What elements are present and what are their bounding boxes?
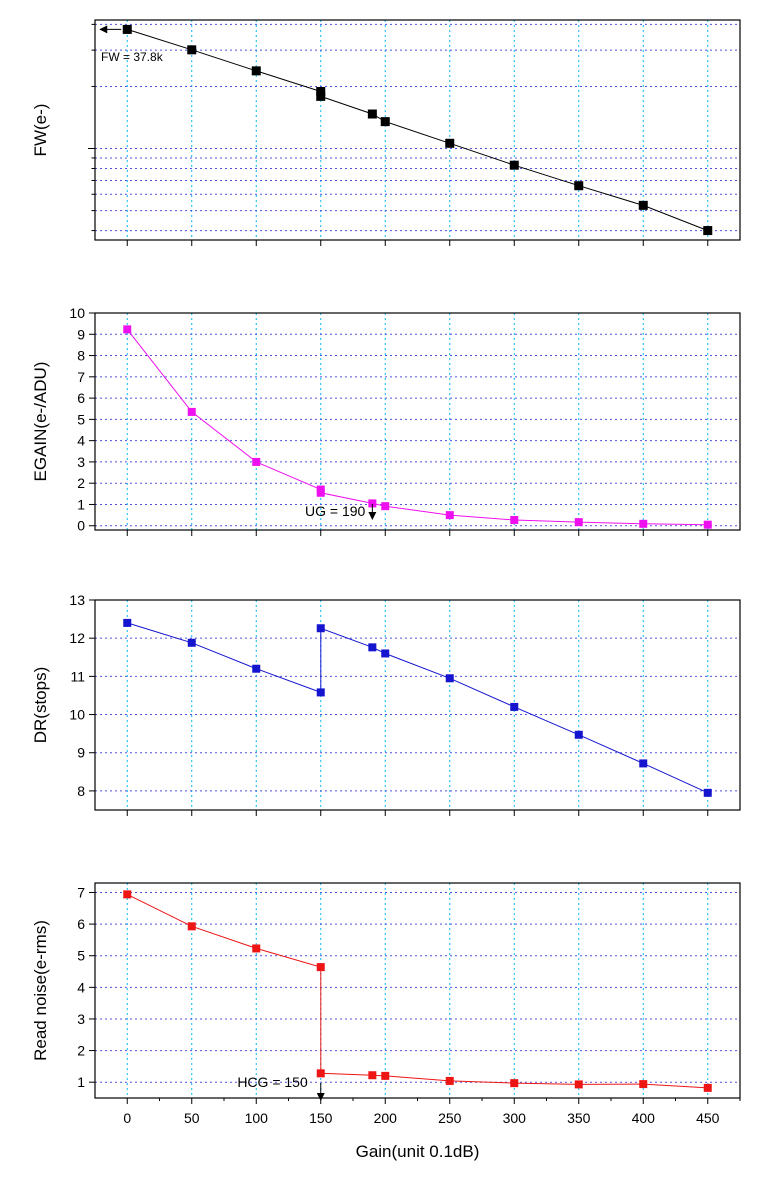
data-point-p2-7	[445, 511, 454, 520]
data-point-p1-11	[703, 226, 713, 236]
y-tick-label-p3-0: 8	[77, 783, 85, 799]
data-point-p2-11	[703, 520, 712, 529]
data-point-p3-11	[703, 788, 712, 797]
data-point-p3-3	[316, 688, 325, 697]
plot-frame-2	[94, 312, 741, 531]
data-point-p1-1	[187, 45, 197, 55]
data-point-p2-1	[187, 407, 196, 416]
data-point-p4-4	[316, 1069, 325, 1078]
series-line-p4	[127, 893, 708, 1089]
data-point-p4-8	[510, 1079, 519, 1088]
y-tick-label-p4-0: 1	[77, 1074, 85, 1090]
y-tick-label-p4-6: 7	[77, 884, 85, 900]
y-tick-label-p2-0: 0	[77, 518, 85, 534]
y-tick-label-p2-4: 4	[77, 433, 85, 449]
x-tick-label-5: 250	[438, 1110, 462, 1126]
data-point-p4-7	[445, 1076, 454, 1085]
x-axis-label: Gain(unit 0.1dB)	[356, 1142, 480, 1161]
y-axis-label-p3: DR(stops)	[31, 667, 50, 744]
x-tick-label-7: 350	[567, 1110, 591, 1126]
series-line-p3	[127, 622, 709, 794]
x-tick-label-9: 450	[696, 1110, 720, 1126]
data-point-p2-10	[639, 519, 648, 528]
y-tick-label-p2-6: 6	[77, 390, 85, 406]
data-point-p1-5	[367, 109, 377, 119]
y-axis-label-p2: EGAIN(e-/ADU)	[31, 362, 50, 482]
data-point-p3-7	[445, 674, 454, 683]
data-point-p3-8	[510, 702, 519, 711]
y-tick-label-p3-4: 12	[69, 630, 85, 646]
data-point-p1-3	[316, 87, 326, 97]
y-tick-label-p2-9: 9	[77, 326, 85, 342]
data-point-p1-9	[574, 181, 584, 191]
x-tick-label-0: 0	[123, 1110, 131, 1126]
y-axis-label-p4: Read noise(e-rms)	[31, 920, 50, 1061]
plot-frame-4	[94, 882, 741, 1099]
x-tick-label-6: 300	[503, 1110, 527, 1126]
data-point-p1-10	[638, 200, 648, 210]
series-line-p1	[127, 28, 708, 232]
y-tick-label-p4-3: 4	[77, 979, 85, 995]
y-tick-label-p2-1: 1	[77, 496, 85, 512]
y-axis-label-p1: FW(e-)	[31, 104, 50, 157]
data-point-p1-2	[251, 66, 261, 76]
data-point-p2-5	[368, 499, 377, 508]
data-point-p3-1	[187, 638, 196, 647]
plot-frame-1	[94, 19, 741, 241]
y-tick-label-p2-2: 2	[77, 475, 85, 491]
data-point-p3-5	[368, 643, 377, 652]
annotation-fw-label: FW = 37.8k	[101, 50, 164, 64]
y-tick-label-p3-5: 13	[69, 592, 85, 608]
data-point-p4-9	[574, 1080, 583, 1089]
data-point-p4-2	[252, 944, 261, 953]
x-tick-label-8: 400	[632, 1110, 656, 1126]
data-point-p2-0	[123, 325, 132, 334]
y-tick-label-p3-3: 11	[70, 668, 85, 684]
data-point-p3-6	[381, 649, 390, 658]
y-tick-label-p3-2: 10	[69, 707, 85, 723]
plot-frame-3	[94, 599, 741, 811]
y-tick-label-p3-1: 9	[77, 745, 85, 761]
x-tick-label-3: 150	[309, 1110, 333, 1126]
data-point-p1-7	[445, 138, 455, 148]
data-point-p1-6	[380, 117, 390, 127]
y-tick-label-p2-8: 8	[77, 348, 85, 364]
data-point-p2-8	[510, 516, 519, 525]
y-tick-label-p2-10: 10	[69, 305, 85, 321]
annotation-ug-label: UG = 190	[305, 503, 366, 519]
data-point-p4-11	[703, 1083, 712, 1092]
data-point-p3-9	[574, 730, 583, 739]
y-tick-label-p2-5: 5	[77, 411, 85, 427]
data-point-p4-0	[123, 890, 132, 899]
y-tick-label-p4-4: 5	[77, 948, 85, 964]
data-point-p2-6	[381, 502, 390, 511]
data-point-p4-5	[368, 1071, 377, 1080]
data-point-p1-4	[316, 91, 326, 101]
data-point-p4-10	[639, 1080, 648, 1089]
series-line-p2	[126, 329, 708, 526]
y-tick-label-p4-1: 2	[77, 1043, 85, 1059]
data-point-p2-2	[252, 457, 261, 466]
data-point-p4-1	[187, 922, 196, 931]
x-tick-label-2: 100	[245, 1110, 269, 1126]
x-tick-label-4: 200	[374, 1110, 398, 1126]
data-point-p2-4	[316, 488, 325, 497]
data-point-p3-2	[252, 664, 261, 673]
y-tick-label-p4-2: 3	[77, 1011, 85, 1027]
y-tick-label-p4-5: 6	[77, 916, 85, 932]
data-point-p4-6	[381, 1071, 390, 1080]
data-point-p3-0	[123, 618, 132, 627]
y-tick-label-p2-3: 3	[77, 454, 85, 470]
data-point-p2-9	[574, 518, 583, 527]
annotation-hcg-label: HCG = 150	[237, 1074, 308, 1090]
x-tick-label-1: 50	[184, 1110, 200, 1126]
data-point-p1-8	[509, 160, 519, 170]
data-point-p3-10	[639, 759, 648, 768]
y-tick-label-p2-7: 7	[77, 369, 85, 385]
data-point-p3-4	[316, 624, 325, 633]
data-point-p4-3	[316, 963, 325, 972]
data-point-p1-0	[122, 24, 132, 34]
